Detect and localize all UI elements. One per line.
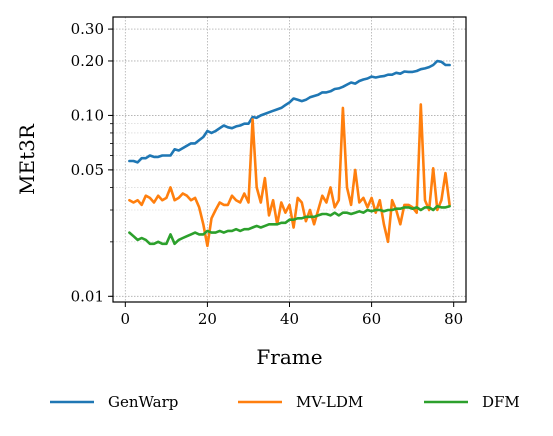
grid [113,17,466,302]
y-tick-label: 0.10 [71,106,104,124]
legend: GenWarp MV-LDM DFM [50,393,520,411]
y-tick-label: 0.05 [71,161,104,179]
y-axis-label: MEt3R [15,123,39,195]
x-axis-label: Frame [256,345,322,369]
x-tick-label: 60 [362,310,381,328]
y-tick-label: 0.01 [71,287,104,305]
series-line-dfm [128,204,451,246]
y-tick-label: 0.20 [71,52,104,70]
series-line-genwarp [128,59,451,164]
x-tick-label: 0 [121,310,131,328]
series-layer [128,59,451,248]
x-tick-label: 40 [280,310,299,328]
x-tick-label: 20 [198,310,217,328]
legend-label-mv-ldm: MV-LDM [296,393,363,411]
legend-label-genwarp: GenWarp [108,393,178,411]
x-tick-label: 80 [444,310,463,328]
y-tick-label: 0.30 [71,20,104,38]
ticks: 0 20 40 60 80 0.01 0.05 0.10 0.20 0.30 [71,20,464,328]
legend-label-dfm: DFM [482,393,520,411]
